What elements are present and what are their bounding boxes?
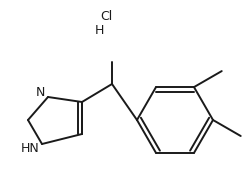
Text: Cl: Cl — [100, 11, 112, 23]
Text: HN: HN — [21, 142, 39, 156]
Text: H: H — [95, 23, 104, 36]
Text: N: N — [35, 85, 45, 98]
